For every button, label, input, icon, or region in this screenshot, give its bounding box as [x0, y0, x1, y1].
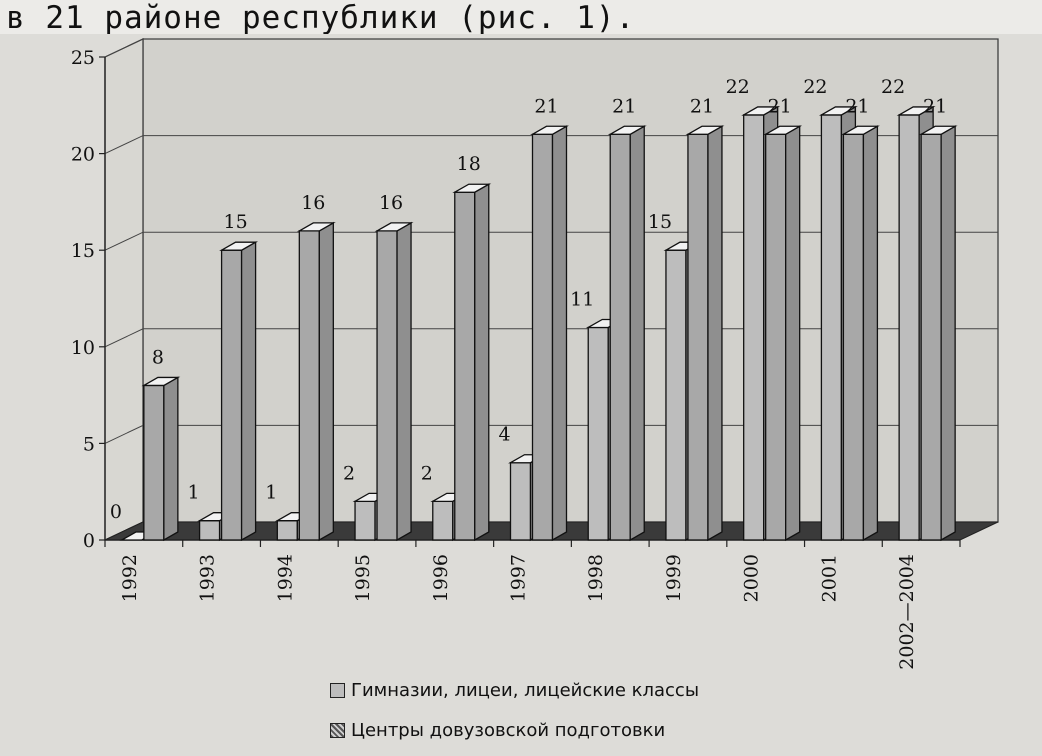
bar-side-centers-1995: [396, 221, 412, 542]
bar-centers-1995: [376, 230, 398, 541]
data-label-centers: 21: [768, 95, 792, 117]
bar-top-centers-1993: [219, 241, 259, 251]
data-label-gymnasiums: 2: [421, 462, 433, 484]
bar-top-centers-1998: [607, 125, 647, 135]
bar-top-centers-1997: [530, 125, 569, 135]
data-label-centers: 16: [379, 192, 403, 214]
bar-top-centers-1992: [141, 376, 181, 387]
data-label-gymnasiums: 2: [343, 462, 355, 484]
bar-side-centers-1993: [240, 241, 257, 542]
bar-gymnasiums-2001: [820, 114, 843, 541]
legend-swatch-centers: [330, 722, 345, 738]
y-tick-label: 10: [71, 337, 95, 359]
bar-side-centers-1996: [474, 183, 490, 542]
bar-centers-1999: [687, 133, 709, 541]
y-tick-label: 0: [83, 530, 95, 552]
data-label-centers: 21: [923, 95, 947, 117]
bar-gymnasiums-1997: [509, 462, 532, 541]
bar-top-centers-1994: [296, 222, 336, 232]
bar-side-centers-1994: [318, 221, 334, 542]
x-tick-label: 1993: [197, 554, 219, 602]
data-label-centers: 16: [301, 192, 325, 214]
bar-side-centers-1999: [707, 125, 723, 542]
bar-gymnasiums-1999: [665, 249, 687, 541]
data-label-gymnasiums: 22: [726, 76, 750, 98]
legend-swatch-gymnasiums: [330, 682, 345, 698]
x-tick-label: 1997: [508, 554, 530, 602]
chart-legend: Гимназии, лицеи, лицейские классы Центры…: [330, 676, 699, 756]
y-tick-label: 15: [71, 240, 95, 262]
bar-top-centers-2000: [763, 125, 803, 135]
data-label-centers: 18: [457, 153, 481, 175]
gridline-25: [104, 38, 998, 58]
data-label-gymnasiums: 4: [498, 424, 510, 446]
bar-centers-2002—2004: [920, 133, 942, 541]
bar-gymnasiums-1996: [432, 500, 454, 541]
data-label-centers: 21: [690, 95, 714, 117]
bar-gymnasiums-2000: [743, 114, 765, 541]
x-tick-label: 2002—2004: [896, 554, 918, 670]
data-label-gymnasiums: 15: [648, 211, 672, 233]
bar-side-centers-1997: [551, 125, 568, 542]
bar-side-centers-1998: [629, 125, 645, 542]
bar-side-centers-2002—2004: [940, 125, 956, 542]
data-label-centers: 15: [223, 211, 247, 233]
legend-entry-centers: Центры довузовской подготовки: [330, 716, 699, 744]
bar-top-gymnasiums-2002—2004: [896, 106, 936, 116]
data-label-gymnasiums: 1: [188, 482, 200, 504]
data-label-centers: 8: [152, 346, 164, 368]
bar-top-gymnasiums-2001: [818, 106, 858, 116]
x-tick-label: 2001: [818, 554, 840, 602]
bar-gymnasiums-1993: [198, 520, 221, 541]
data-label-gymnasiums: 0: [110, 501, 122, 523]
bar-side-centers-2000: [785, 125, 801, 542]
data-label-gymnasiums: 22: [881, 76, 905, 98]
y-tick-label: 20: [71, 144, 95, 166]
bar-centers-1992: [143, 384, 165, 541]
bar-centers-1997: [531, 133, 554, 541]
bar-gymnasiums-1998: [587, 326, 609, 541]
data-label-centers: 21: [612, 95, 636, 117]
data-label-centers: 21: [534, 95, 558, 117]
x-tick-label: 1999: [663, 554, 685, 602]
bar-gymnasiums-2002—2004: [898, 114, 920, 541]
bar-gymnasiums-1995: [354, 500, 376, 541]
page-heading: в 21 районе республики (рис. 1).: [6, 0, 636, 36]
bar-centers-2001: [842, 133, 865, 541]
bar-side-centers-2001: [862, 125, 879, 542]
bar-top-gymnasiums-2000: [741, 106, 781, 116]
x-tick-label: 1996: [430, 554, 452, 602]
bar-centers-2000: [765, 133, 787, 541]
data-label-centers: 21: [845, 95, 869, 117]
y-tick-label: 5: [83, 433, 95, 455]
y-tick-label: 25: [71, 47, 95, 69]
bar-centers-1996: [454, 191, 476, 541]
bar-centers-1998: [609, 133, 631, 541]
x-tick-label: 1992: [119, 554, 141, 602]
bar-top-centers-2002—2004: [918, 125, 958, 135]
legend-entry-gymnasiums: Гимназии, лицеи, лицейские классы: [330, 676, 699, 704]
chart-side-wall: [104, 38, 144, 541]
data-label-gymnasiums: 1: [265, 482, 277, 504]
bar-top-centers-2001: [840, 125, 880, 135]
bar-centers-1994: [298, 230, 320, 541]
legend-label-gymnasiums: Гимназии, лицеи, лицейские классы: [351, 679, 700, 701]
bar-top-centers-1996: [452, 183, 492, 193]
x-tick-label: 2000: [741, 554, 763, 602]
data-label-gymnasiums: 22: [803, 76, 827, 98]
bar-gymnasiums-1994: [276, 520, 298, 541]
bar-top-centers-1995: [374, 222, 414, 232]
bar-top-centers-1999: [685, 125, 725, 135]
data-label-gymnasiums: 11: [570, 288, 594, 310]
bar-side-centers-1992: [163, 376, 179, 542]
x-tick-label: 1994: [274, 554, 296, 602]
bar-centers-1993: [220, 249, 243, 541]
x-tick-label: 1998: [585, 554, 607, 602]
legend-label-centers: Центры довузовской подготовки: [351, 719, 666, 741]
x-tick-label: 1995: [352, 554, 374, 602]
